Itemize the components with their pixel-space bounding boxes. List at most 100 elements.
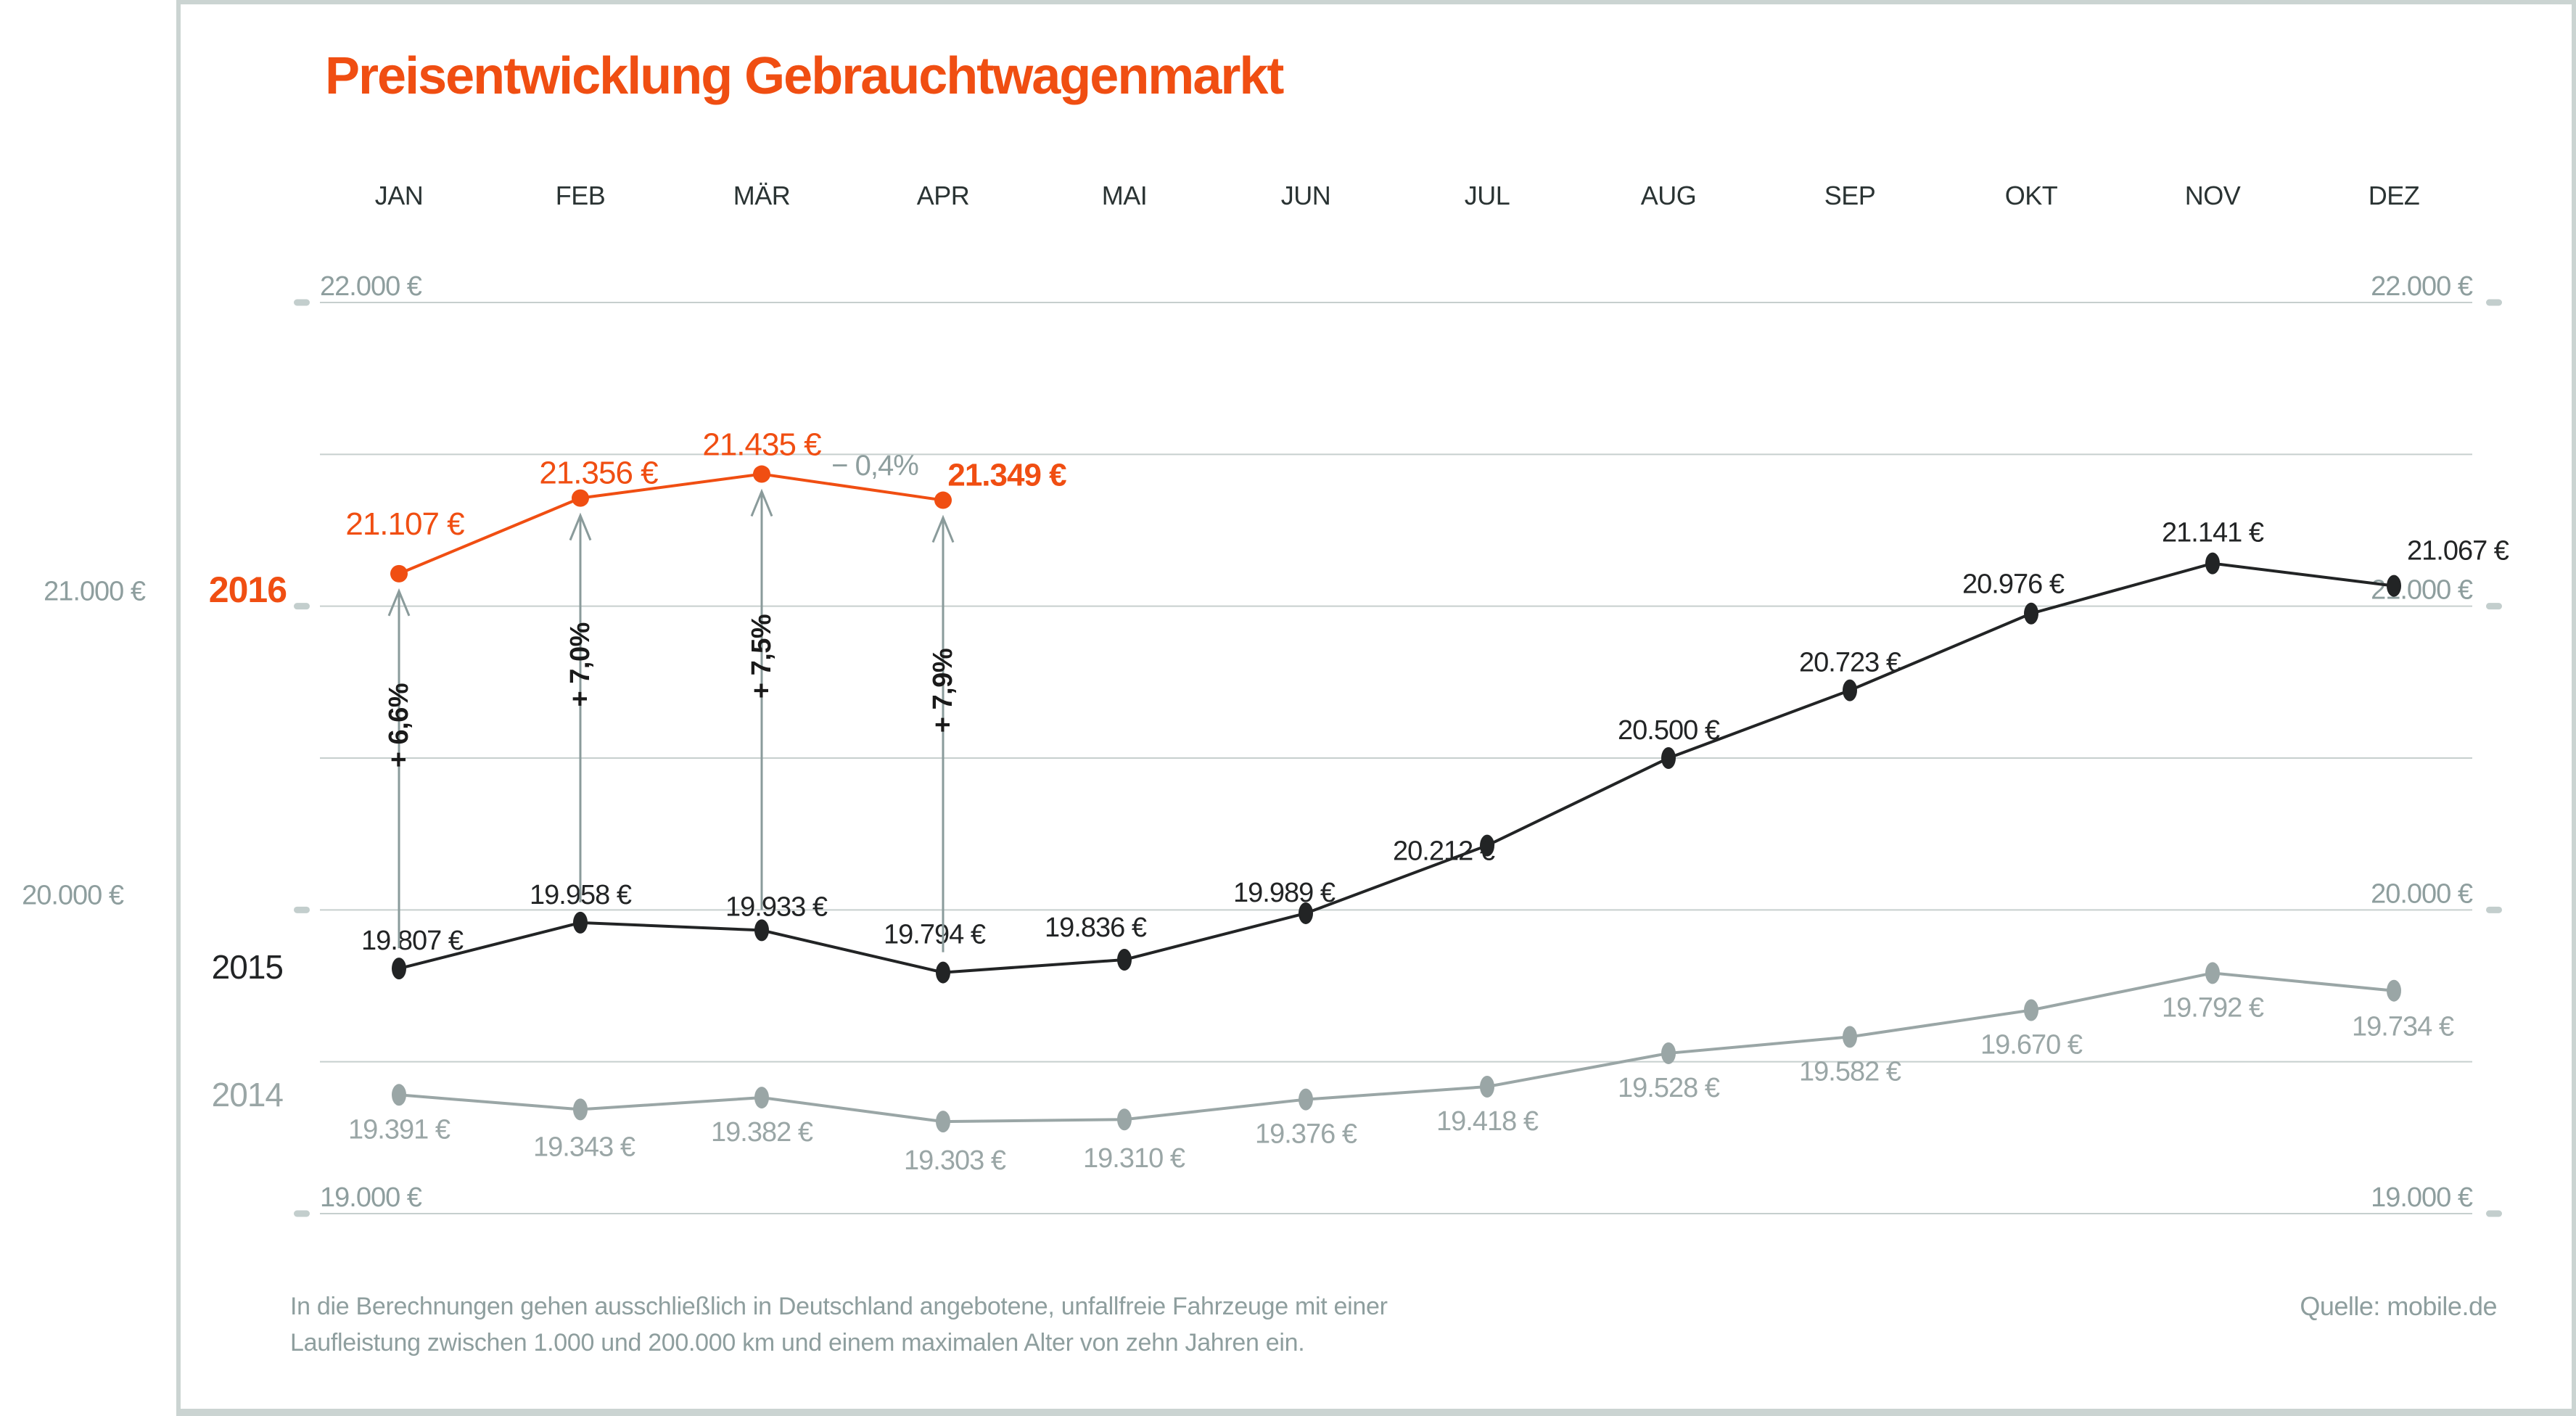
card-border-left [176, 0, 181, 1416]
yoy-percent-label: + 6,6% [384, 683, 414, 767]
data-point-2014 [936, 1111, 950, 1133]
page-title: Preisentwicklung Gebrauchtwagenmarkt [325, 47, 1284, 105]
value-label-2015: 20.976 € [1962, 569, 2065, 600]
y-axis-label-right: 21.000 € [2371, 575, 2473, 606]
yoy-arrowhead [387, 588, 411, 617]
data-point-2014 [2024, 999, 2038, 1021]
month-label: SEP [1824, 181, 1876, 210]
series-year-label-2016: 2016 [209, 569, 287, 610]
value-label-2015: 19.933 € [725, 892, 828, 922]
value-label-2015: 20.212 € [1393, 836, 1495, 867]
value-label-2015: 19.794 € [884, 920, 986, 950]
series-year-label-2015: 2015 [212, 948, 283, 986]
footnote-line-2: Laufleistung zwischen 1.000 und 200.000 … [290, 1329, 1305, 1357]
value-label-2014: 19.734 € [2352, 1012, 2454, 1042]
month-label: DEZ [2369, 181, 2420, 210]
yoy-percent-label: + 7,0% [565, 622, 596, 707]
data-point-2014 [754, 1087, 769, 1109]
data-point-2016 [390, 564, 408, 583]
data-point-2014 [1661, 1042, 1676, 1064]
data-point-2014 [2205, 962, 2220, 984]
value-label-2016: 21.435 € [702, 427, 821, 463]
value-label-2015: 20.723 € [1799, 648, 1901, 678]
value-label-2014: 19.376 € [1255, 1119, 1357, 1150]
y-axis-label-right: 19.000 € [2371, 1182, 2473, 1213]
card-border-right [2572, 0, 2576, 1416]
card-border-top [176, 0, 2576, 4]
month-label: NOV [2185, 181, 2241, 210]
y-axis-label-outside: 21.000 € [44, 577, 146, 607]
series-line-2014 [398, 971, 2395, 1124]
axis-tick-right [2486, 906, 2502, 913]
yoy-arrowhead [750, 488, 773, 517]
value-label-2014: 19.792 € [2162, 992, 2264, 1023]
card-border-bottom-bar [176, 1409, 2576, 1416]
value-label-2014: 19.303 € [904, 1145, 1006, 1176]
value-label-2014: 19.343 € [533, 1132, 635, 1162]
data-point-2016 [753, 465, 770, 483]
y-axis-label-outside: 20.000 € [22, 880, 124, 910]
axis-tick-left [294, 299, 310, 306]
axis-tick-right [2486, 299, 2502, 306]
month-label: MÄR [733, 181, 791, 210]
value-label-2014: 19.670 € [1980, 1029, 2083, 1060]
value-label-2015: 19.989 € [1233, 878, 1336, 908]
data-point-2015 [2024, 602, 2038, 625]
month-label: MAI [1102, 181, 1148, 210]
data-point-2014 [2387, 979, 2401, 1002]
data-point-2015 [1117, 948, 1132, 971]
month-label: JUN [1281, 181, 1331, 210]
data-point-2015 [573, 911, 588, 934]
y-axis-label-left: 19.000 € [320, 1182, 422, 1213]
month-label: OKT [2005, 181, 2058, 210]
series-line-2015 [398, 561, 2395, 974]
value-label-2015: 19.836 € [1045, 913, 1147, 943]
month-label: FEB [556, 181, 606, 210]
data-point-2014 [1843, 1026, 1857, 1048]
value-label-2016: 21.356 € [539, 456, 658, 491]
yoy-percent-label: + 7,5% [746, 614, 777, 699]
data-point-2015 [1843, 679, 1857, 701]
month-label: JAN [375, 181, 424, 210]
source-credit: Quelle: mobile.de [2300, 1291, 2497, 1321]
yoy-arrowhead [569, 512, 592, 541]
data-point-2015 [1299, 902, 1313, 924]
data-point-2015 [1480, 834, 1494, 857]
data-point-2015 [936, 961, 950, 984]
data-point-2016 [934, 491, 952, 509]
axis-tick-right [2486, 1210, 2502, 1217]
axis-tick-left [294, 603, 310, 610]
data-point-2015 [754, 919, 769, 942]
data-point-2016 [572, 489, 589, 507]
data-point-2015 [1661, 747, 1676, 769]
value-label-2015: 20.500 € [1618, 715, 1720, 746]
axis-tick-left [294, 906, 310, 913]
april-decline-note: − 0,4% [831, 450, 918, 482]
data-point-2014 [1299, 1088, 1313, 1111]
data-point-2014 [1117, 1108, 1132, 1131]
y-axis-label-left: 22.000 € [320, 271, 422, 302]
yoy-percent-label: + 7,9% [928, 649, 958, 733]
value-label-2015: 21.067 € [2407, 536, 2509, 567]
value-label-2014: 19.382 € [711, 1117, 813, 1148]
month-label: AUG [1641, 181, 1697, 210]
value-label-2014: 19.310 € [1083, 1143, 1185, 1174]
value-label-2015: 19.807 € [361, 926, 464, 956]
data-point-2014 [392, 1084, 406, 1106]
yoy-arrowhead [931, 514, 955, 543]
value-label-2014: 19.528 € [1618, 1073, 1720, 1103]
data-point-2015 [392, 958, 406, 980]
month-label: JUL [1465, 181, 1510, 210]
series-year-label-2014: 2014 [212, 1076, 284, 1114]
value-label-2015: 21.141 € [2162, 518, 2264, 548]
y-axis-label-right: 20.000 € [2371, 878, 2473, 909]
axis-tick-left [294, 1210, 310, 1217]
value-label-2014: 19.582 € [1799, 1056, 1901, 1087]
y-axis-label-right: 22.000 € [2371, 271, 2473, 302]
month-label: APR [917, 181, 970, 210]
value-label-2016: 21.107 € [345, 506, 464, 542]
value-label-2014: 19.418 € [1436, 1106, 1539, 1137]
value-label-2016: 21.349 € [947, 458, 1066, 493]
value-label-2014: 19.391 € [348, 1114, 450, 1145]
